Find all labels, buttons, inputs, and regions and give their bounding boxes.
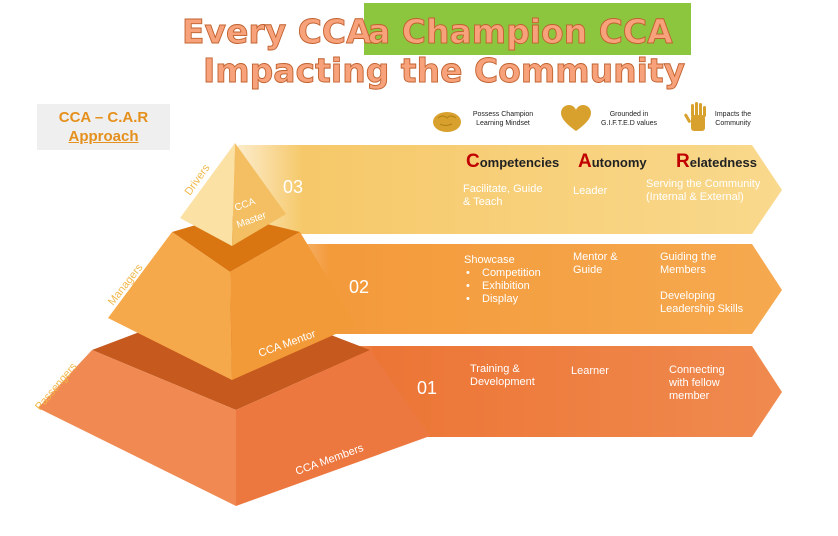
pyramid-tier-2-left — [108, 232, 232, 380]
header-autonomy-rest: utonomy — [591, 155, 647, 170]
tier-2-relatedness-b-line1: Developing — [660, 290, 716, 302]
brain-caption: Possess Champion Learning Mindset — [468, 110, 538, 128]
tier-3-competencies-line2: & Teach — [463, 196, 503, 208]
pyramid-tier-2-right — [230, 232, 356, 380]
pyramid-tier-3-left — [180, 143, 235, 246]
tier-1-competencies-line1: Training & — [470, 363, 520, 375]
pyramid-tier-3-right — [232, 143, 286, 246]
tier-2-autonomy-line1: Mentor & — [573, 251, 618, 263]
tier-1-autonomy: Learner — [571, 365, 609, 377]
brain-caption-line2: Learning Mindset — [476, 120, 530, 127]
tier-2-autonomy-line2: Guide — [573, 264, 603, 276]
tier-2-bullet-display: Display — [466, 293, 541, 306]
tier-2-competencies: Showcase Competition Exhibition Display — [464, 254, 541, 306]
tier-2-autonomy: Mentor & Guide — [573, 251, 618, 277]
header-competencies-rest: ompetencies — [479, 155, 560, 170]
pyramid-tier-1-left — [38, 350, 236, 506]
heart-icon — [561, 105, 591, 131]
header-relatedness-cap: R — [676, 151, 690, 172]
hand-icon — [684, 102, 706, 131]
tier-2-relatedness-b-line2: Leadership Skills — [660, 303, 744, 315]
pyramid-tier-1-right — [236, 350, 430, 506]
hand-caption-line1: Impacts the — [714, 111, 752, 118]
title-line1-part2: a Champion CCA — [368, 12, 673, 51]
car-approach-box: CCA – C.A.R Approach — [37, 104, 170, 150]
heart-caption-line1: Grounded in — [609, 111, 649, 118]
tier-2-relatedness-a-line2: Members — [660, 264, 706, 276]
tier-2-relatedness-b: Developing Leadership Skills — [660, 290, 743, 316]
tier-3-competencies: Facilitate, Guide & Teach — [463, 183, 542, 209]
title-line1-part1: Every CCA — [182, 12, 372, 51]
title-highlight — [364, 3, 691, 55]
tier-2-number: 02 — [349, 277, 370, 297]
tier-1-number: 01 — [417, 378, 438, 398]
tier-3-autonomy: Leader — [573, 185, 608, 197]
tier-3-number: 03 — [283, 177, 304, 197]
tier-3-relatedness-line1: Serving the Community — [646, 178, 761, 190]
tier-2-bullet-competition: Competition — [466, 267, 541, 280]
header-competencies: Competencies — [466, 151, 559, 173]
header-relatedness-rest: elatedness — [689, 155, 757, 170]
header-relatedness: Relatedness — [676, 151, 757, 173]
header-autonomy-cap: A — [578, 151, 592, 172]
tier-1-relatedness-line1: Connecting — [669, 364, 725, 376]
tier-1-arrow — [318, 346, 782, 437]
tier-1-competencies: Training & Development — [470, 363, 535, 389]
brain-caption-line1: Possess Champion — [472, 111, 534, 118]
tier-2-bullet-exhibition: Exhibition — [466, 280, 541, 293]
tier-2-relatedness-a: Guiding the Members — [660, 251, 716, 277]
car-approach-line2: Approach — [68, 128, 139, 145]
header-competencies-cap: C — [466, 151, 480, 172]
tier-1-competencies-line2: Development — [470, 376, 535, 388]
hand-caption-line2: Community — [715, 120, 751, 127]
hand-caption: Impacts the Community — [707, 110, 759, 128]
header-autonomy: Autonomy — [578, 151, 647, 173]
tier-3-relatedness-line2: (Internal & External) — [646, 191, 744, 203]
car-approach-line1: CCA – C.A.R — [58, 109, 149, 126]
title-line2: Impacting the Community — [203, 51, 685, 90]
tier-3-arrow — [238, 145, 782, 234]
brain-icon — [433, 112, 461, 132]
tier-3-competencies-line1: Facilitate, Guide — [463, 183, 543, 195]
tier-1-relatedness-line3: member — [669, 390, 710, 402]
tier-1-relatedness: Connecting with fellow member — [669, 364, 725, 403]
tier-3-relatedness: Serving the Community (Internal & Extern… — [646, 178, 760, 204]
tier-2-relatedness-a-line1: Guiding the — [660, 251, 717, 263]
heart-caption-line2: G.I.F.T.E.D values — [600, 120, 658, 127]
heart-caption: Grounded in G.I.F.T.E.D values — [594, 110, 664, 128]
tier-2-competencies-title: Showcase — [464, 254, 515, 266]
tier-1-relatedness-line2: with fellow — [669, 377, 720, 389]
